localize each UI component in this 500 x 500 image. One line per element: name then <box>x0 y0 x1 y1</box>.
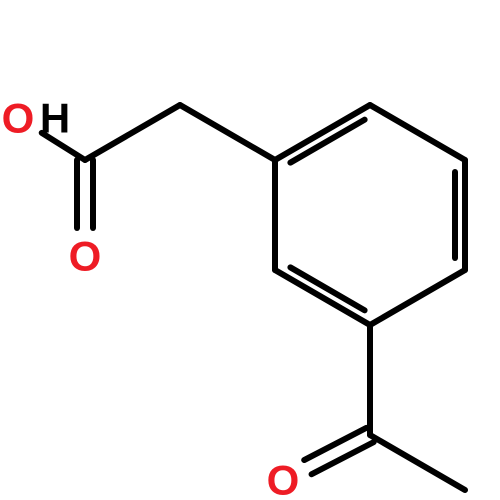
bond <box>370 270 465 325</box>
bond <box>275 270 370 325</box>
bond <box>370 435 465 490</box>
bond <box>180 105 275 160</box>
bond <box>370 105 465 160</box>
atom-label: O <box>2 95 35 142</box>
molecule-diagram: HOOO <box>0 0 500 500</box>
bond <box>304 428 366 460</box>
bond <box>290 120 364 163</box>
bond <box>275 105 370 160</box>
bond <box>85 105 180 160</box>
atom-label: O <box>267 457 300 500</box>
atom-label: H <box>40 95 70 142</box>
bond <box>290 267 364 310</box>
atom-label: O <box>69 233 102 280</box>
bond <box>312 442 374 474</box>
